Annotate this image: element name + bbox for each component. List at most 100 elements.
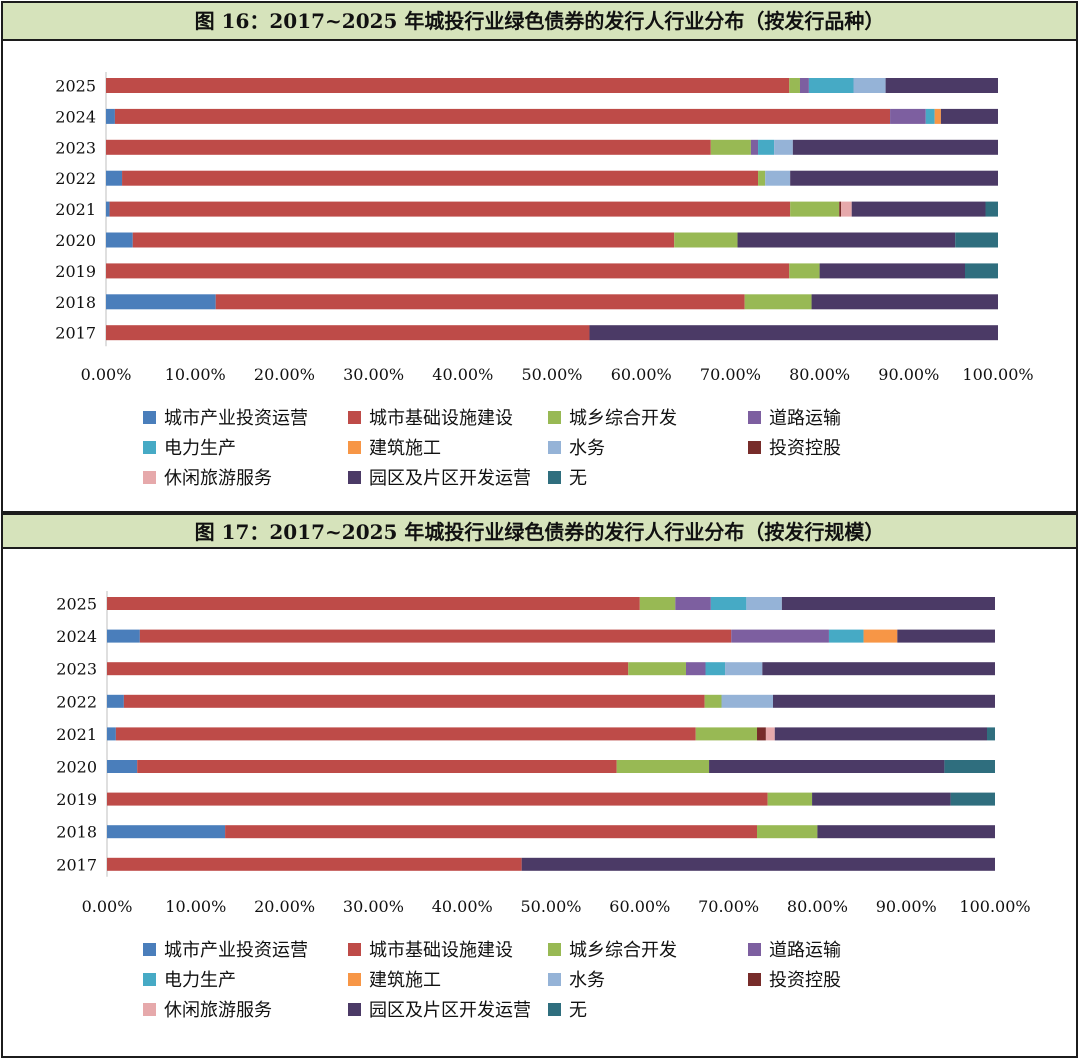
x-tick-label: 0.00% [82,897,133,916]
legend-swatch [348,471,361,484]
bar-segment [675,597,711,610]
stacked-bar-chart-17: 2025 2024 2023 2022 2021 2020 2019 2018 2017 0.00… [56,591,1031,1021]
bar-segment [819,263,965,279]
legend-swatch [748,441,761,454]
bar-segment [725,662,763,676]
bar-segment [731,629,829,643]
x-tick-label: 0.00% [81,365,132,384]
bar-segment [863,629,898,643]
bar-segment [685,662,706,676]
legend-label: 城市产业投资运营 [164,408,308,429]
bar-segment [639,597,676,610]
bar-segment [123,694,705,708]
bar-segment [628,662,686,676]
y-tick-label: 2023 [56,660,97,679]
bar-segment [106,170,123,186]
bar-segment [774,727,988,741]
legend-swatch [348,1003,361,1016]
bar-segment [853,78,886,93]
bar-segment [107,629,140,643]
y-tick-label: 2020 [55,231,96,250]
x-tick-label: 10.00% [165,897,226,916]
bar-segment [710,139,751,155]
bar-segment [789,263,820,279]
x-tick-label: 50.00% [521,365,582,384]
bar-segment [106,139,711,155]
legend-swatch [348,943,361,956]
bar-segment [107,825,226,839]
bar-segment [790,170,998,186]
bar-segment [616,760,710,773]
legend-swatch [548,943,561,956]
legend-swatch [548,411,561,424]
bar-segment [106,263,790,279]
legend-swatch [143,411,156,424]
legend-swatch [348,441,361,454]
bar-segment [885,78,998,93]
bar-segment [695,727,758,741]
legend-swatch [143,943,156,956]
legend-label: 投资控股 [769,438,841,459]
bar-segment [106,108,115,124]
legend-label: 园区及片区开发运营 [369,468,531,489]
bar-segment [107,597,640,610]
bar-segment [789,78,800,93]
legend-swatch [748,973,761,986]
x-tick-label: 60.00% [609,897,670,916]
legend-swatch [143,1003,156,1016]
x-tick-label: 40.00% [432,897,493,916]
legend-label: 无 [569,1000,587,1021]
bar-segment [705,662,726,676]
bar-segment [107,857,522,871]
bar-segment [107,662,629,676]
x-tick-label: 10.00% [165,365,226,384]
bar-segment [812,792,951,806]
bar-segment [107,760,138,773]
y-tick-label: 2022 [55,169,96,188]
bar-segment [674,232,738,248]
bar-segment [765,727,775,741]
y-tick-label: 2019 [55,262,96,281]
bar-segment [828,629,864,643]
legend-label: 道路运输 [769,408,841,429]
bar-segment [106,201,110,217]
bar-segment [851,201,986,217]
bar-segment [215,294,745,310]
x-tick-label: 90.00% [876,897,937,916]
bar-segment [765,170,791,186]
legend-label: 休闲旅游服务 [164,468,272,489]
legend-label: 园区及片区开发运营 [369,1000,531,1021]
legend-label: 城市基础设施建设 [369,408,513,429]
x-tick-label: 50.00% [520,897,581,916]
legend-label: 城乡综合开发 [569,940,677,961]
y-tick-label: 2018 [55,293,96,312]
x-tick-label: 70.00% [700,365,761,384]
bar-segment [106,294,216,310]
y-tick-label: 2022 [56,692,97,711]
bar-segment [944,760,995,773]
y-tick-label: 2017 [56,855,97,874]
bar-segment [709,760,945,773]
legend-label: 城市产业投资运营 [164,940,308,961]
bar-segment [781,597,995,610]
bar-segment [964,263,998,279]
legend-swatch [548,973,561,986]
y-tick-label: 2024 [56,627,97,646]
bar-segment [799,78,809,93]
y-tick-label: 2021 [56,725,97,744]
bar-segment [758,170,766,186]
legend-swatch [548,441,561,454]
bar-segment [710,597,747,610]
x-tick-label: 30.00% [343,365,404,384]
bar-segment [757,727,766,741]
legend-label: 城乡综合开发 [569,408,677,429]
bar-segment [107,727,116,741]
legend-swatch [548,471,561,484]
y-tick-label: 2024 [55,107,96,126]
y-tick-label: 2025 [55,77,96,96]
bar-segment [106,78,790,93]
legend-label: 休闲旅游服务 [164,1000,272,1021]
legend-label: 城市基础设施建设 [369,940,513,961]
bar-segment [792,139,998,155]
bar-segment [737,232,956,248]
